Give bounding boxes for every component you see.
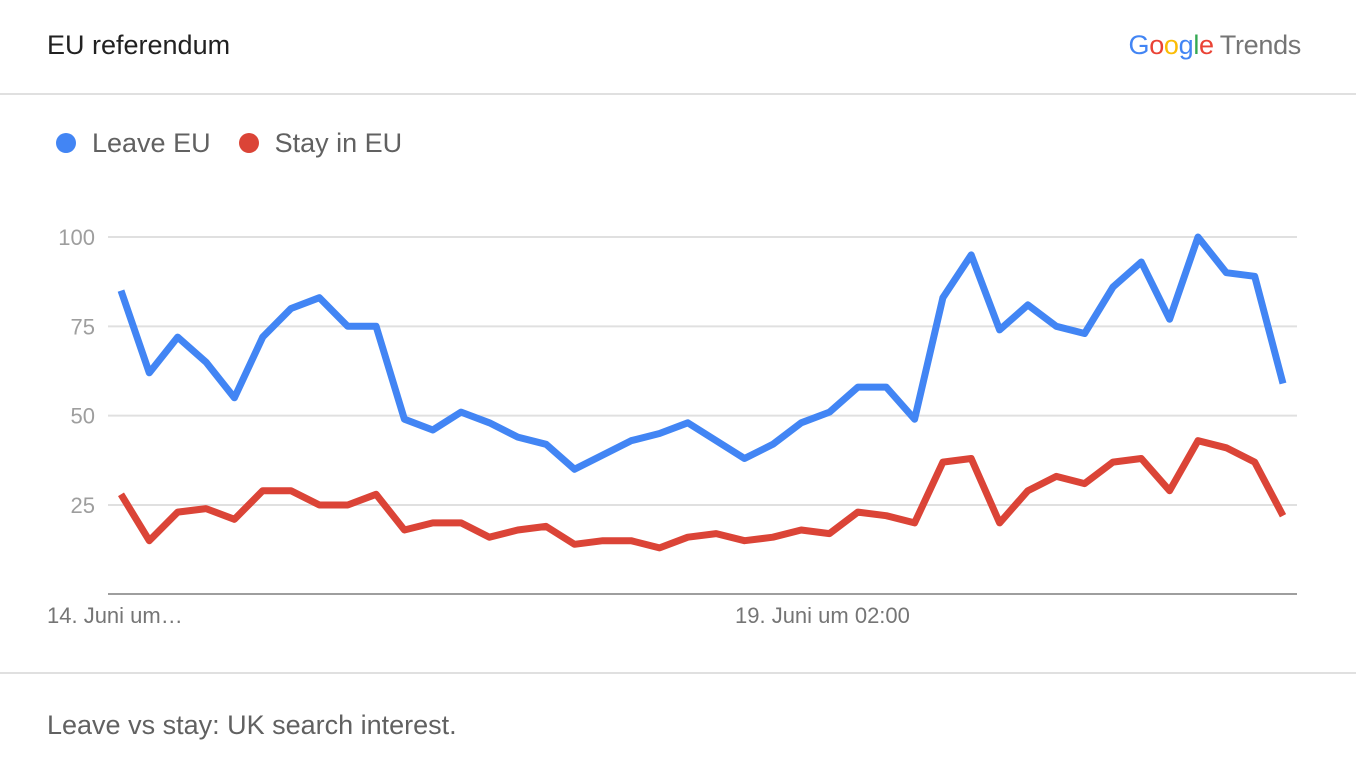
x-tick-label-2: 19. Juni um 02:00 [735,603,910,628]
legend-item-stay[interactable]: Stay in EU [238,127,403,159]
chart-footer: Leave vs stay: UK search interest. [0,672,1356,764]
y-tick-label-25: 25 [71,493,95,518]
chart-legend: Leave EU Stay in EU [56,126,430,160]
legend-label-leave: Leave EU [92,127,211,158]
legend-label-stay: Stay in EU [274,127,403,158]
google-trends-logo[interactable]: Google Trends [1128,30,1301,60]
chart-title: EU referendum [47,30,231,60]
legend-dot-stay [238,133,259,153]
y-tick-label-100: 100 [58,225,95,250]
chart-header: EU referendum Google Trends [0,0,1356,95]
line-chart: 25 50 75 100 14. Juni um… 19. Juni um 02:00 [47,225,1297,628]
series-line-leave-eu [117,233,1287,473]
legend-dot-leave [56,133,76,153]
chart-caption: Leave vs stay: UK search interest. [47,710,457,740]
y-tick-label-50: 50 [71,404,95,429]
y-tick-label-75: 75 [71,314,95,339]
series-line-stay-in-eu [118,437,1287,552]
legend-item-leave[interactable]: Leave EU [56,128,211,159]
x-tick-label-1: 14. Juni um… [47,603,183,628]
